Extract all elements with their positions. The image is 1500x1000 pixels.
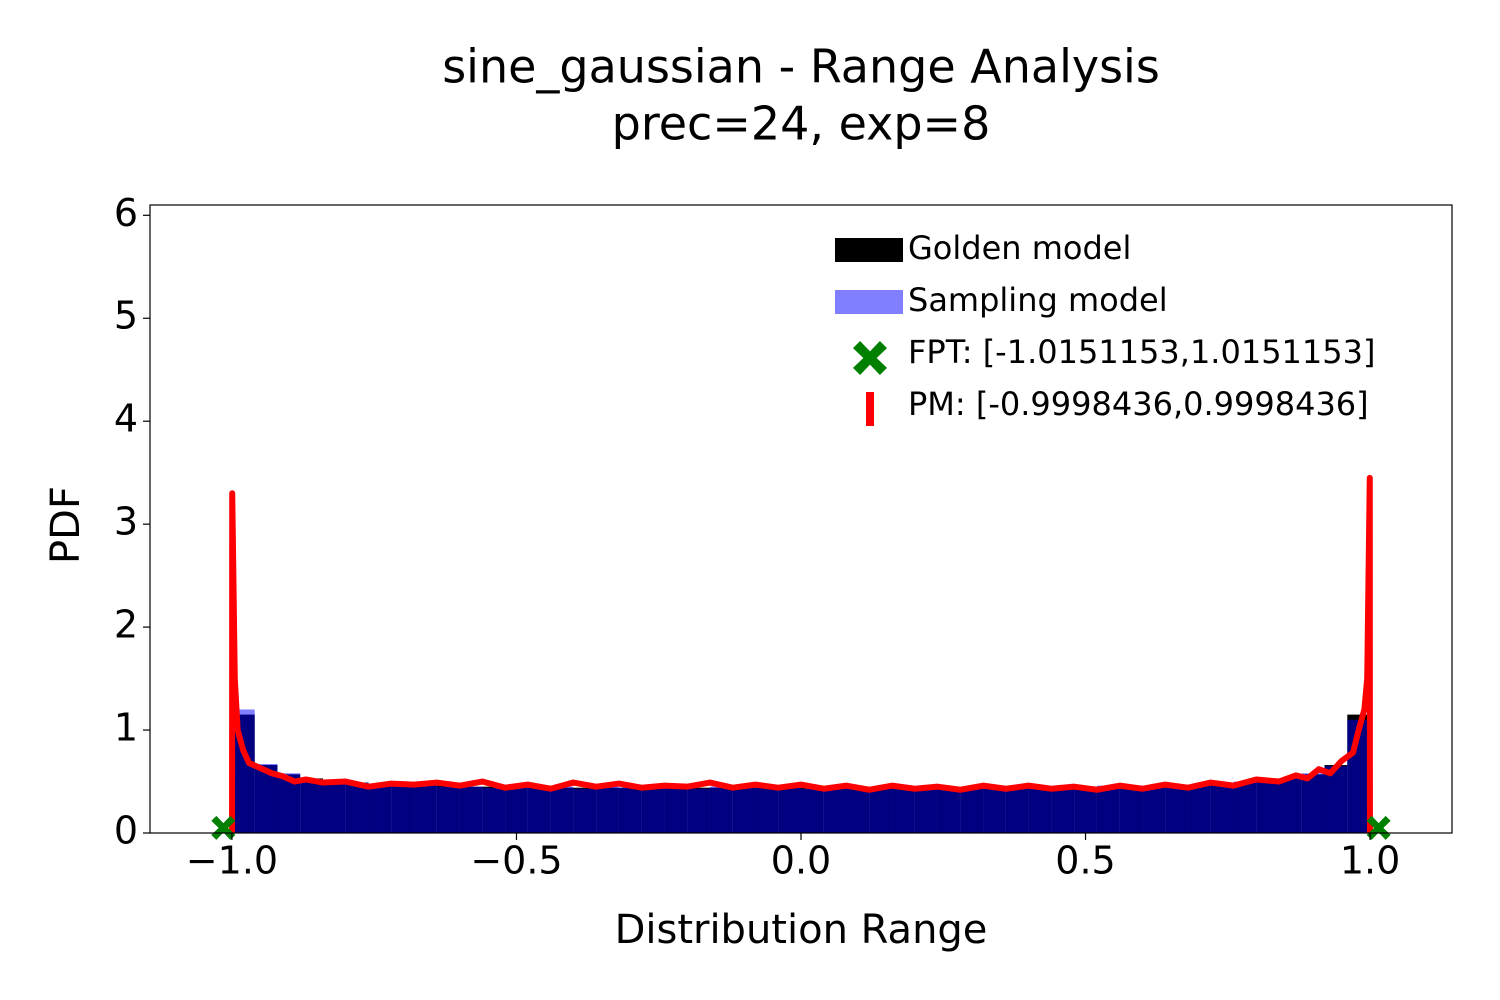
- histogram-bar: [573, 788, 597, 833]
- histogram-bar: [527, 787, 551, 833]
- histogram-bar: [709, 786, 733, 833]
- histogram-bar: [823, 787, 847, 833]
- y-tick-label: 4: [114, 397, 138, 441]
- histogram-bar: [1324, 766, 1348, 833]
- histogram-bar: [983, 786, 1006, 833]
- legend-label: PM: [-0.9998436,0.9998436]: [908, 385, 1369, 423]
- histogram-bar: [277, 773, 301, 833]
- y-tick-label: 0: [114, 809, 138, 853]
- histogram-bar: [846, 786, 870, 833]
- histogram-bar: [436, 786, 460, 833]
- plot-area: [229, 474, 1373, 833]
- histogram-bar: [641, 786, 665, 833]
- histogram-bar: [618, 787, 642, 833]
- histogram-bar: [778, 786, 801, 833]
- y-tick-label: 5: [114, 294, 138, 338]
- histogram-bar: [254, 764, 278, 833]
- histogram-bar: [732, 787, 756, 833]
- x-tick-label: −0.5: [470, 839, 562, 883]
- legend-swatch: [853, 341, 887, 375]
- histogram-bar: [322, 781, 346, 833]
- histogram-bar: [937, 788, 961, 833]
- histogram-bar: [1096, 785, 1120, 833]
- bound-marker: [1366, 815, 1391, 840]
- legend-swatch: [835, 290, 903, 314]
- y-tick-label: 3: [114, 500, 138, 544]
- x-tick-label: 1.0: [1340, 839, 1400, 883]
- plot-frame: [149, 204, 1453, 834]
- histogram-bar: [1051, 786, 1075, 833]
- histogram-bar: [960, 787, 984, 833]
- legend-label: Sampling model: [908, 281, 1168, 319]
- histogram-bar: [1028, 787, 1052, 833]
- histogram-bar: [482, 787, 506, 833]
- y-axis-label: PDF: [43, 486, 89, 564]
- histogram-bar: [414, 784, 437, 833]
- histogram-bar: [550, 786, 574, 833]
- x-tick-label: 0.5: [1055, 839, 1115, 883]
- histogram-bar: [1210, 783, 1234, 833]
- histogram-bar: [1187, 785, 1211, 833]
- histogram-bar: [664, 787, 688, 833]
- histogram-bar: [368, 783, 392, 833]
- histogram-bar: [1256, 779, 1280, 833]
- y-tick-label: 6: [114, 191, 138, 235]
- histogram-bar: [459, 786, 483, 833]
- histogram-bar: [1165, 784, 1188, 833]
- histogram-bar: [892, 787, 915, 833]
- x-axis-label: Distribution Range: [615, 907, 988, 953]
- histogram-bar: [1142, 785, 1166, 833]
- histogram-bar: [1233, 781, 1257, 833]
- legend-label: FPT: [-1.0151153,1.0151153]: [908, 333, 1375, 371]
- chart-subtitle: prec=24, exp=8: [612, 97, 991, 151]
- legend-label: Golden model: [908, 229, 1131, 267]
- x-tick-label: 0.0: [771, 839, 831, 883]
- histogram-bar: [391, 785, 415, 833]
- histogram-bar: [345, 782, 369, 833]
- histogram-bar: [914, 786, 938, 833]
- histogram-bar: [1005, 787, 1029, 833]
- histogram-bar: [801, 788, 824, 833]
- histogram-bar: [687, 788, 710, 833]
- histogram-bar: [596, 786, 619, 833]
- histogram-bar: [755, 787, 779, 833]
- chart-title: sine_gaussian - Range Analysis: [442, 40, 1160, 94]
- histogram-bar: [869, 787, 893, 833]
- histogram-bar: [505, 785, 528, 833]
- histogram-bar: [300, 779, 323, 833]
- y-tick-label: 2: [114, 603, 138, 647]
- legend-swatch: [835, 238, 903, 262]
- pdf-line: [229, 474, 1373, 833]
- y-tick-label: 1: [114, 706, 138, 750]
- histogram-bar: [1301, 773, 1325, 833]
- x-tick-label: −1.0: [186, 839, 278, 883]
- histogram-bar: [1279, 778, 1302, 833]
- bound-marker: [211, 815, 236, 840]
- histogram-bar: [1119, 786, 1143, 833]
- histogram-bar: [1074, 787, 1097, 833]
